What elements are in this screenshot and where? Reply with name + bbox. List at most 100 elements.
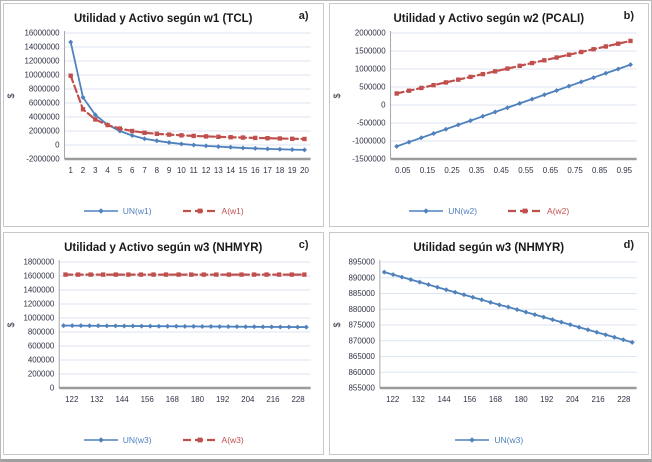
- chart-a-canvas: 1600000014000000120000001000000080000006…: [6, 29, 311, 175]
- svg-text:13: 13: [214, 166, 223, 175]
- svg-text:0.45: 0.45: [493, 166, 509, 175]
- svg-text:$: $: [6, 93, 16, 98]
- svg-text:4: 4: [105, 166, 110, 175]
- svg-text:6000000: 6000000: [29, 99, 60, 108]
- svg-text:0: 0: [381, 101, 386, 110]
- svg-text:10000000: 10000000: [24, 71, 60, 80]
- svg-text:800000: 800000: [28, 327, 55, 336]
- svg-text:2000000: 2000000: [29, 127, 60, 136]
- legend-label: A(w3): [221, 434, 244, 445]
- svg-text:132: 132: [411, 394, 425, 403]
- svg-text:6: 6: [130, 166, 135, 175]
- dashed-line-swatch-icon: [182, 208, 217, 214]
- svg-text:$: $: [331, 93, 341, 98]
- line-swatch-icon: [409, 208, 444, 214]
- chart-a-title: Utilidad y Activo según w1 (TCL): [74, 13, 253, 25]
- svg-text:5: 5: [118, 166, 123, 175]
- svg-text:1800000: 1800000: [24, 257, 55, 266]
- chart-d-title: Utilidad según w3 (NHMYR): [413, 241, 565, 254]
- line-swatch-icon: [83, 208, 118, 214]
- svg-text:122: 122: [65, 394, 79, 403]
- svg-text:168: 168: [166, 394, 180, 403]
- legend-item-un-w2-: UN(w2): [408, 206, 477, 216]
- svg-text:9: 9: [167, 166, 172, 175]
- svg-text:1600000: 1600000: [24, 271, 55, 280]
- svg-text:855000: 855000: [348, 383, 375, 392]
- svg-text:12: 12: [202, 166, 211, 175]
- svg-text:144: 144: [115, 394, 129, 403]
- chart-b-canvas: 2000000 1500000 1000000 500000 0 -500000 -1000…: [331, 29, 637, 175]
- svg-text:180: 180: [514, 394, 528, 403]
- chart-b-letter-label: b): [623, 10, 634, 22]
- svg-text:0.35: 0.35: [468, 166, 484, 175]
- svg-text:7: 7: [142, 166, 147, 175]
- legend-label: UN(w1): [122, 206, 152, 217]
- dashed-line-swatch-icon: [508, 208, 543, 214]
- chart-b-title-row: Utilidad y Activo según w2 (PCALI) b): [330, 9, 649, 25]
- svg-text:216: 216: [591, 394, 605, 403]
- svg-text:18: 18: [275, 166, 284, 175]
- legend-label: UN(w3): [494, 434, 524, 445]
- chart-panel-d: Utilidad según w3 (NHMYR) d) 895000 89000…: [328, 231, 649, 455]
- svg-text:144: 144: [437, 394, 451, 403]
- chart-b-title: Utilidad y Activo según w2 (PCALI): [393, 13, 585, 25]
- svg-text:16: 16: [251, 166, 260, 175]
- chart-panel-a: Utilidad y Activo según w1 (TCL) a) 1600…: [3, 3, 324, 227]
- svg-text:20: 20: [300, 166, 309, 175]
- svg-text:0.05: 0.05: [395, 166, 411, 175]
- svg-text:$: $: [6, 322, 16, 327]
- legend-item-un-w1-: UN(w1): [83, 206, 152, 216]
- chart-b-legend: UN(w2) A(w2): [330, 197, 649, 226]
- chart-d-canvas: 895000 890000 885000 880000 875000 870000 8650…: [331, 257, 637, 404]
- svg-text:200000: 200000: [28, 369, 55, 378]
- svg-text:17: 17: [263, 166, 272, 175]
- svg-text:204: 204: [565, 394, 579, 403]
- svg-text:228: 228: [617, 394, 631, 403]
- legend-item-un-w3-: UN(w3): [454, 435, 523, 445]
- chart-c-legend: UN(w3) A(w3): [4, 426, 323, 455]
- svg-text:400000: 400000: [28, 355, 55, 364]
- legend-label: A(w2): [547, 206, 570, 217]
- svg-text:192: 192: [216, 394, 230, 403]
- svg-text:860000: 860000: [348, 367, 375, 376]
- svg-text:0.65: 0.65: [542, 166, 558, 175]
- chart-a-legend: UN(w1) A(w1): [4, 197, 323, 226]
- svg-text:0.95: 0.95: [616, 166, 632, 175]
- chart-c-canvas: 1800000 1600000 1400000 1200000 1000000 80000…: [6, 257, 311, 404]
- svg-text:4000000: 4000000: [29, 113, 60, 122]
- line-swatch-icon: [83, 437, 118, 443]
- svg-text:885000: 885000: [348, 289, 375, 298]
- svg-text:1000000: 1000000: [24, 313, 55, 322]
- svg-text:-2000000: -2000000: [26, 155, 60, 164]
- svg-text:14: 14: [226, 166, 235, 175]
- svg-text:875000: 875000: [348, 320, 375, 329]
- svg-text:132: 132: [90, 394, 104, 403]
- svg-text:0.85: 0.85: [592, 166, 608, 175]
- svg-text:-1000000: -1000000: [352, 137, 386, 146]
- chart-a-letter-label: a): [298, 10, 309, 22]
- line-swatch-icon: [455, 437, 490, 443]
- legend-label: UN(w3): [122, 434, 152, 445]
- svg-text:204: 204: [241, 394, 255, 403]
- chart-panel-b: Utilidad y Activo según w2 (PCALI) b) 20…: [328, 3, 649, 227]
- svg-text:12000000: 12000000: [24, 57, 60, 66]
- chart-panel-c: Utilidad y Activo según w3 (NHMYR) c) 18…: [3, 231, 324, 455]
- svg-text:880000: 880000: [348, 304, 375, 313]
- svg-text:1: 1: [68, 166, 73, 175]
- svg-text:1400000: 1400000: [24, 285, 55, 294]
- svg-text:1500000: 1500000: [354, 47, 385, 56]
- svg-text:2: 2: [81, 166, 86, 175]
- legend-item-a-w2-: A(w2): [507, 206, 569, 216]
- svg-text:-1500000: -1500000: [352, 155, 386, 164]
- svg-text:16000000: 16000000: [24, 29, 60, 38]
- svg-text:11: 11: [190, 166, 199, 175]
- svg-text:0.55: 0.55: [518, 166, 534, 175]
- dashed-line-swatch-icon: [182, 437, 217, 443]
- legend-item-un-w3-: UN(w3): [83, 435, 152, 445]
- chart-d-legend: UN(w3): [330, 426, 649, 455]
- legend-label: UN(w2): [448, 206, 478, 217]
- svg-text:600000: 600000: [28, 341, 55, 350]
- svg-text:8000000: 8000000: [29, 85, 60, 94]
- svg-text:14000000: 14000000: [24, 43, 60, 52]
